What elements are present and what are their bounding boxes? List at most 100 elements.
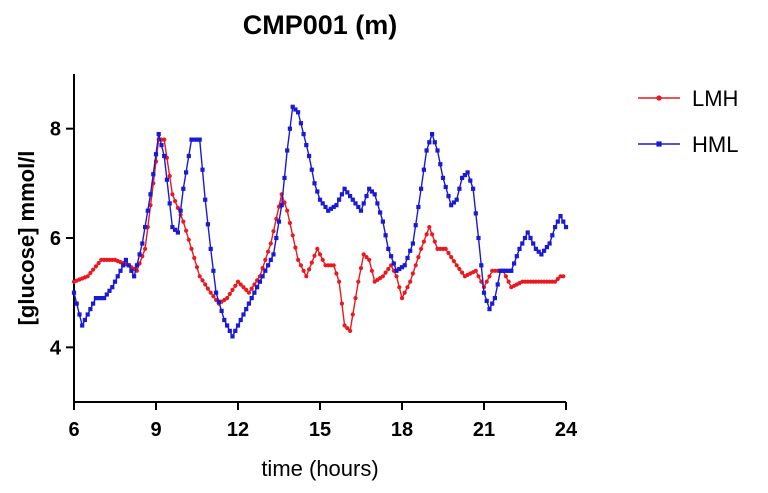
data-point: [192, 137, 197, 142]
data-point: [536, 249, 541, 254]
data-point: [85, 274, 90, 279]
data-point: [503, 268, 508, 273]
data-point: [123, 257, 128, 262]
data-point: [290, 104, 295, 109]
data-point: [413, 263, 418, 268]
data-point: [561, 219, 566, 224]
data-point: [427, 140, 432, 145]
data-point: [80, 323, 85, 328]
data-point: [317, 252, 323, 257]
data-point: [222, 317, 227, 323]
data-point: [293, 107, 298, 112]
data-point: [331, 204, 336, 210]
data-point: [266, 263, 271, 268]
data-point: [282, 175, 287, 180]
data-point: [164, 177, 169, 182]
data-point: [367, 257, 372, 262]
data-point: [514, 254, 519, 259]
data-point: [419, 246, 424, 251]
data-point: [140, 241, 145, 246]
data-point: [241, 285, 246, 290]
data-point: [216, 299, 221, 304]
data-point: [115, 274, 120, 279]
data-point: [178, 208, 183, 213]
data-point: [446, 194, 451, 199]
data-point: [197, 137, 202, 142]
data-point: [225, 323, 230, 328]
data-point: [137, 252, 142, 257]
data-point: [317, 197, 323, 202]
data-point: [315, 189, 320, 194]
data-point: [227, 291, 232, 297]
data-point: [227, 328, 232, 333]
data-point: [151, 172, 156, 177]
data-point: [468, 178, 473, 183]
data-point: [479, 263, 484, 268]
data-point: [405, 285, 410, 290]
data-point: [498, 268, 503, 273]
data-point: [194, 137, 200, 142]
data-point: [356, 204, 361, 210]
series-lmh: [71, 137, 566, 333]
data-point: [96, 261, 101, 266]
x-tick-label: 15: [309, 419, 331, 441]
data-point: [118, 268, 123, 273]
data-point: [268, 257, 273, 262]
data-point: [544, 245, 549, 250]
data-point: [337, 279, 342, 284]
data-point: [208, 246, 213, 251]
data-point: [110, 285, 115, 290]
data-point: [397, 266, 402, 272]
data-point: [509, 268, 514, 273]
data-point: [255, 285, 260, 290]
legend-marker: [656, 95, 662, 101]
series-line: [73, 138, 564, 333]
data-point: [397, 285, 402, 290]
data-point: [402, 263, 407, 268]
data-point: [290, 233, 295, 238]
data-point: [451, 259, 456, 264]
data-point: [331, 263, 336, 268]
data-point: [380, 219, 385, 224]
data-point: [460, 175, 465, 180]
data-point: [167, 173, 172, 179]
data-point: [312, 181, 317, 186]
data-point: [364, 194, 369, 199]
data-point: [88, 270, 93, 276]
data-point: [71, 290, 77, 295]
data-point: [211, 268, 216, 273]
data-point: [473, 268, 478, 273]
y-axis-label: [glucose] mmol/l: [14, 151, 39, 326]
data-point: [104, 292, 109, 297]
data-point: [238, 317, 243, 323]
data-point: [446, 250, 451, 256]
data-point: [194, 265, 200, 270]
data-point: [225, 296, 230, 301]
data-point: [553, 279, 558, 284]
data-point: [326, 208, 331, 213]
data-point: [230, 334, 235, 339]
data-point: [555, 219, 560, 224]
data-point: [268, 241, 273, 246]
data-point: [298, 263, 303, 268]
data-point: [539, 252, 544, 257]
data-point: [484, 279, 489, 284]
data-point: [367, 186, 372, 191]
data-point: [249, 296, 254, 301]
data-point: [399, 265, 405, 270]
x-tick-label: 12: [227, 419, 249, 441]
data-point: [356, 279, 361, 284]
legend-marker: [656, 141, 662, 147]
data-point: [443, 246, 448, 251]
data-point: [263, 268, 268, 273]
data-point: [175, 230, 180, 235]
data-point: [186, 153, 191, 159]
data-point: [77, 312, 82, 317]
data-point: [490, 301, 495, 306]
data-point: [364, 255, 369, 260]
data-point: [320, 201, 325, 206]
data-point: [394, 268, 399, 273]
data-point: [457, 186, 462, 191]
data-point: [348, 194, 353, 199]
data-point: [181, 186, 186, 191]
